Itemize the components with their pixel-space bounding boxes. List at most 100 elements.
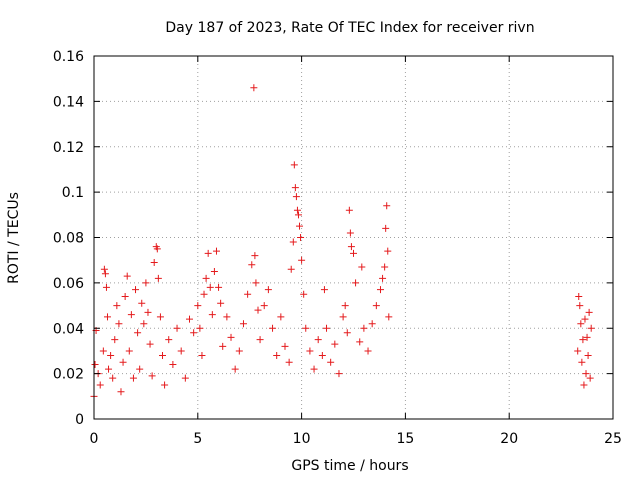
data-point <box>580 381 588 389</box>
data-point <box>281 342 289 350</box>
data-point <box>347 243 355 251</box>
data-point <box>196 324 204 332</box>
data-point <box>346 229 354 237</box>
x-tick-label: 5 <box>193 431 202 447</box>
data-point <box>134 329 142 337</box>
data-point <box>372 302 380 310</box>
data-point <box>154 274 162 282</box>
data-point <box>360 324 368 332</box>
data-point <box>584 351 592 359</box>
data-point <box>102 283 110 291</box>
data-point <box>379 274 387 282</box>
x-tick-label: 15 <box>396 431 414 447</box>
data-point <box>231 365 239 373</box>
data-point <box>129 374 137 382</box>
grid-lines <box>94 56 613 419</box>
data-point <box>318 351 326 359</box>
data-point <box>296 222 304 230</box>
data-point <box>290 161 298 169</box>
data-point <box>277 313 285 321</box>
data-point <box>256 336 264 344</box>
data-point <box>358 263 366 271</box>
data-point <box>579 336 587 344</box>
data-point <box>331 340 339 348</box>
data-point <box>144 308 152 316</box>
data-point <box>306 347 314 355</box>
data-point <box>107 351 115 359</box>
data-point <box>356 338 364 346</box>
data-point <box>117 388 125 396</box>
data-point <box>578 358 586 366</box>
data-point <box>323 324 331 332</box>
data-point <box>119 358 127 366</box>
data-point <box>376 286 384 294</box>
data-point <box>190 329 198 337</box>
data-point <box>320 286 328 294</box>
data-point <box>148 372 156 380</box>
y-tick-label: 0.1 <box>62 185 84 201</box>
data-point <box>100 265 108 273</box>
data-point <box>582 370 590 378</box>
data-point <box>341 302 349 310</box>
y-tick-label: 0.02 <box>53 367 84 383</box>
data-point <box>343 329 351 337</box>
data-point <box>285 358 293 366</box>
data-point <box>350 249 357 257</box>
data-point <box>132 286 140 294</box>
data-point <box>264 286 272 294</box>
data-point <box>248 261 256 269</box>
data-point <box>297 234 305 241</box>
y-axis-label: ROTI / TECUs <box>6 192 22 284</box>
data-point <box>113 302 121 310</box>
data-point <box>142 279 150 287</box>
data-point <box>125 347 133 355</box>
data-point <box>101 270 109 278</box>
data-point <box>581 315 589 323</box>
data-point <box>385 313 393 321</box>
data-point <box>206 283 214 291</box>
data-point <box>292 193 300 201</box>
data-point <box>300 290 308 298</box>
data-point <box>208 311 216 319</box>
data-point <box>212 247 220 255</box>
data-point <box>587 324 595 332</box>
data-point <box>254 306 262 314</box>
data-point <box>289 238 297 246</box>
data-point <box>105 365 113 373</box>
data-point <box>310 365 318 373</box>
data-point <box>99 347 107 355</box>
data-point <box>181 374 189 382</box>
data-point <box>227 333 235 341</box>
data-point <box>381 263 389 271</box>
data-point <box>314 336 322 344</box>
data-point <box>156 313 164 321</box>
data-point <box>287 265 295 273</box>
data-point <box>291 184 299 192</box>
data-point <box>244 290 252 298</box>
data-point <box>269 324 277 332</box>
data-point <box>111 336 119 344</box>
data-point <box>200 290 208 298</box>
data-point <box>576 302 584 310</box>
data-point <box>345 206 353 214</box>
data-point <box>91 361 99 369</box>
data-point <box>382 224 390 232</box>
y-tick-label: 0.16 <box>53 49 84 65</box>
data-point <box>250 84 258 92</box>
data-point <box>177 347 185 355</box>
data-point <box>327 358 335 366</box>
data-point <box>368 320 376 328</box>
data-point <box>260 302 268 310</box>
data-point <box>251 252 259 260</box>
data-point <box>194 302 202 310</box>
data-point <box>109 374 117 382</box>
y-tick-label: 0.08 <box>53 231 84 247</box>
data-point <box>583 333 591 341</box>
data-point <box>586 374 594 382</box>
data-point <box>384 247 392 255</box>
data-point <box>335 370 343 378</box>
tick-marks <box>93 55 614 420</box>
data-point <box>294 211 302 219</box>
data-point <box>146 340 154 348</box>
